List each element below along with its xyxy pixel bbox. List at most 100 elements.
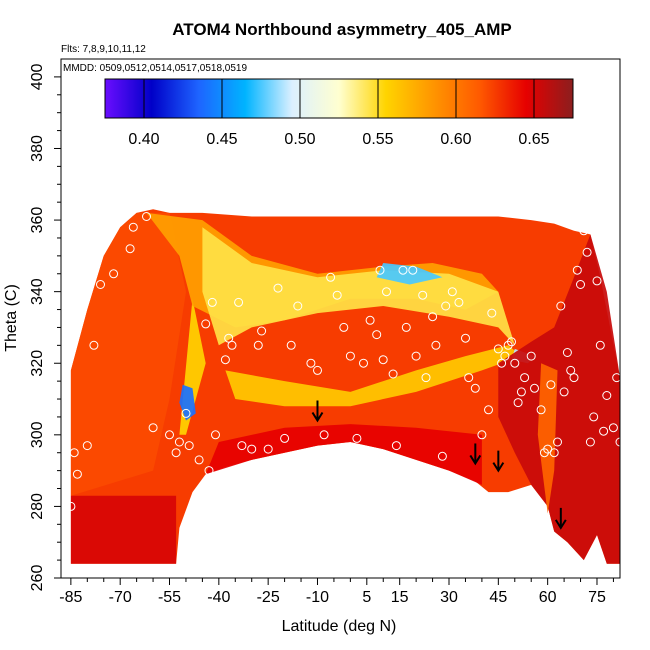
sample-point — [253, 340, 263, 350]
sample-point — [428, 312, 438, 322]
sample-point — [339, 322, 349, 332]
y-axis: 260 280 300 320 340 360 380 400 — [29, 63, 61, 591]
heatmap-region-0 — [70, 495, 177, 564]
colorbar-tick-label: 0.65 — [518, 131, 549, 148]
sample-point — [224, 333, 234, 343]
sample-point — [171, 448, 181, 458]
sample-point — [207, 297, 217, 307]
sample-point — [125, 244, 135, 254]
sample-point — [546, 380, 556, 390]
sample-point — [418, 290, 428, 300]
sample-point — [89, 340, 99, 350]
sample-point — [566, 365, 576, 375]
sample-point — [572, 265, 582, 275]
sample-point — [559, 387, 569, 397]
dates-note: MMDD: 0509,0512,0514,0517,0518,0519 — [63, 63, 247, 74]
sample-point — [188, 501, 197, 511]
sample-point — [516, 387, 526, 397]
x-tick-label: 45 — [489, 589, 507, 606]
colorbar-tick-label: 0.55 — [362, 131, 393, 148]
sample-point — [263, 444, 273, 454]
sample-point — [345, 351, 355, 361]
sample-point — [273, 283, 283, 293]
sample-point — [454, 297, 464, 307]
sample-point — [398, 265, 408, 275]
x-tick-label: -10 — [306, 589, 329, 606]
x-tick-label: 5 — [362, 589, 371, 606]
sample-point — [220, 355, 230, 365]
sample-point — [72, 469, 82, 479]
sample-point — [234, 297, 244, 307]
sample-point — [589, 412, 599, 422]
sample-point — [520, 373, 530, 383]
x-tick-label: 15 — [391, 589, 409, 606]
arrow-marker — [469, 443, 482, 466]
sample-point — [464, 373, 474, 383]
y-tick-label: 300 — [29, 421, 46, 448]
sample-point — [375, 265, 385, 275]
sample-point — [194, 455, 204, 465]
sample-point — [411, 351, 421, 361]
sample-point — [204, 466, 214, 476]
sample-point — [513, 398, 523, 408]
sample-point — [280, 433, 290, 443]
sample-point — [82, 441, 92, 451]
sample-point — [526, 351, 536, 361]
y-tick-label: 260 — [29, 565, 46, 592]
sample-point — [461, 333, 470, 343]
sample-point — [388, 369, 398, 379]
sample-point — [592, 276, 602, 286]
sample-point — [549, 448, 559, 458]
sample-point — [391, 441, 401, 451]
sample-point — [447, 287, 457, 297]
sample-point — [612, 373, 622, 383]
heatmap-region-10 — [498, 234, 620, 564]
x-tick-label: -25 — [257, 589, 280, 606]
sample-point — [148, 423, 158, 433]
sample-point — [257, 326, 267, 336]
sample-point — [247, 444, 257, 454]
sample-point — [579, 226, 589, 236]
heatmap-region-6 — [376, 263, 443, 285]
sample-point — [401, 322, 411, 332]
sample-point — [562, 348, 572, 357]
sample-point — [553, 437, 562, 447]
sample-point — [441, 301, 451, 311]
sample-point — [326, 272, 336, 282]
heatmap-region-1 — [70, 212, 186, 496]
arrow-marker — [554, 507, 567, 530]
heatmap-region-5 — [225, 345, 522, 407]
x-tick-label: 60 — [539, 589, 557, 606]
x-tick-label: -70 — [109, 589, 132, 606]
sample-point — [211, 430, 220, 440]
sample-point — [556, 301, 566, 311]
arrow-marker — [492, 450, 505, 473]
sample-point — [507, 337, 516, 347]
heatmap-region-11 — [537, 363, 558, 514]
colorbar-tick-label: 0.45 — [206, 131, 237, 148]
sample-point — [227, 340, 237, 350]
sample-point — [470, 383, 480, 393]
sample-point — [602, 391, 612, 400]
sample-point — [497, 358, 507, 368]
sample-point — [142, 212, 151, 221]
x-tick-label: 75 — [588, 589, 606, 606]
sample-point — [431, 340, 441, 350]
sample-point — [372, 330, 382, 340]
sample-point — [313, 365, 322, 375]
sample-point — [352, 433, 362, 443]
sample-point — [484, 405, 493, 415]
sample-point — [96, 280, 105, 289]
heatmap-region-4 — [202, 227, 515, 346]
y-tick-label: 320 — [29, 350, 46, 377]
flights-note: Flts: 7,8,9,10,11,12 — [61, 44, 146, 55]
sample-point — [487, 308, 497, 318]
sample-point — [382, 287, 391, 297]
sample-point — [109, 269, 119, 279]
sample-point — [201, 319, 211, 329]
sample-point — [181, 408, 191, 418]
tropopause-arrows — [311, 400, 567, 530]
sample-point — [293, 301, 303, 311]
sample-point — [500, 351, 510, 361]
